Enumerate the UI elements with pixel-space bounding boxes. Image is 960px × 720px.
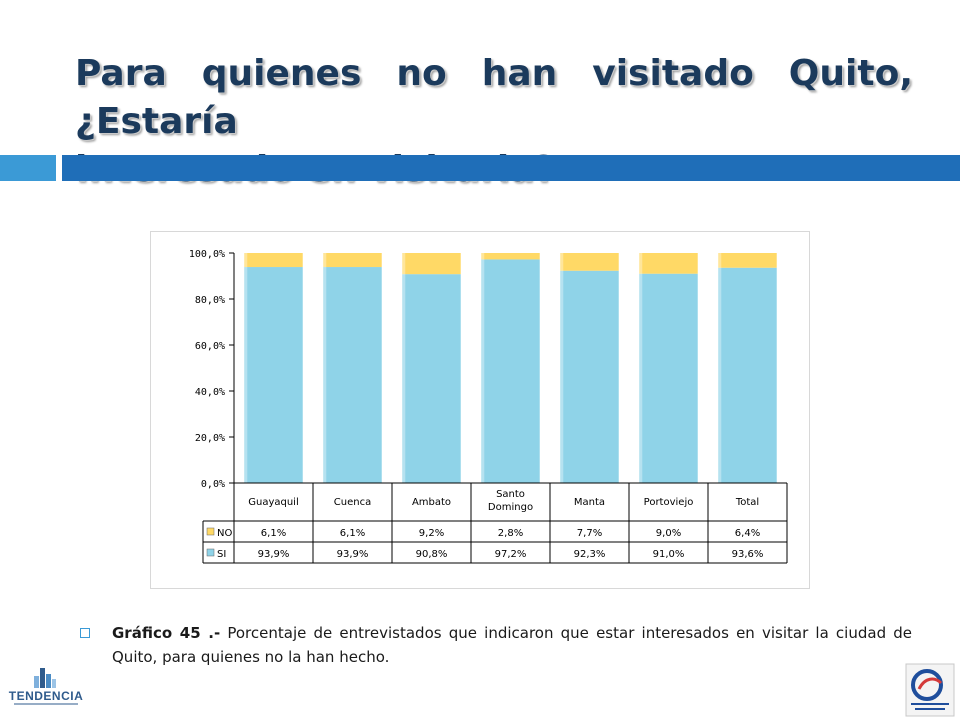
y-tick-label: 20,0% bbox=[195, 433, 225, 444]
data-value-label: 6,4% bbox=[735, 528, 760, 539]
bar-no bbox=[402, 253, 461, 275]
y-tick-label: 60,0% bbox=[195, 341, 225, 352]
data-value-label: 9,2% bbox=[419, 528, 444, 539]
x-category-label: Cuenca bbox=[334, 497, 371, 508]
chart-caption: Gráfico 45 .- Porcentaje de entrevistado… bbox=[112, 621, 912, 669]
bar-si bbox=[639, 273, 698, 483]
x-category-label: Ambato bbox=[412, 497, 451, 508]
data-value-label: 93,6% bbox=[732, 549, 764, 560]
bar-highlight bbox=[718, 253, 722, 483]
header-accent-bar-right bbox=[62, 155, 960, 181]
bar-si bbox=[323, 267, 382, 483]
bar-no bbox=[323, 253, 382, 268]
bar-highlight bbox=[323, 253, 327, 483]
data-value-label: 97,2% bbox=[495, 549, 527, 560]
data-value-label: 6,1% bbox=[340, 528, 365, 539]
bar-si bbox=[402, 274, 461, 483]
x-category-label: Domingo bbox=[488, 502, 533, 513]
data-value-label: 6,1% bbox=[261, 528, 286, 539]
legend-label: SI bbox=[217, 549, 226, 560]
x-category-label: Portoviejo bbox=[644, 497, 694, 508]
bar-highlight bbox=[560, 253, 564, 483]
data-value-label: 2,8% bbox=[498, 528, 523, 539]
chart-container: 0,0% 20,0% 40,0% 60,0% 80,0% 100,0% Guayaquil C… bbox=[150, 231, 810, 589]
data-value-label: 93,9% bbox=[258, 549, 290, 560]
bar-no bbox=[560, 253, 619, 271]
x-category-label: Total bbox=[735, 497, 759, 508]
bar-no bbox=[244, 253, 303, 268]
bar-si bbox=[718, 267, 777, 483]
tendencia-logo-text: TENDENCIA bbox=[8, 689, 84, 703]
data-value-label: 91,0% bbox=[653, 549, 685, 560]
caption-label: Gráfico 45 .- bbox=[112, 624, 221, 642]
y-tick-label: 40,0% bbox=[195, 387, 225, 398]
stacked-bar-chart: 0,0% 20,0% 40,0% 60,0% 80,0% 100,0% Guayaquil C… bbox=[189, 249, 788, 564]
legend-swatch bbox=[206, 548, 215, 557]
bar-highlight bbox=[244, 253, 248, 483]
bar-highlight bbox=[639, 253, 643, 483]
x-category-label: Manta bbox=[574, 497, 605, 508]
bar-no bbox=[481, 253, 540, 260]
data-value-label: 90,8% bbox=[416, 549, 448, 560]
bar-no bbox=[639, 253, 698, 274]
bar-si bbox=[244, 267, 303, 483]
bar-highlight bbox=[402, 253, 406, 483]
y-tick-label: 100,0% bbox=[189, 249, 225, 260]
x-category-label: Guayaquil bbox=[248, 497, 299, 508]
tendencia-logo-icon bbox=[14, 668, 78, 705]
data-value-label: 7,7% bbox=[577, 528, 602, 539]
bar-highlight bbox=[481, 253, 485, 483]
bar-no bbox=[718, 253, 777, 268]
y-tick-label: 0,0% bbox=[201, 479, 225, 490]
data-value-label: 9,0% bbox=[656, 528, 681, 539]
bar-si bbox=[560, 270, 619, 483]
y-tick-label: 80,0% bbox=[195, 295, 225, 306]
quito-turismo-logo-icon bbox=[905, 663, 955, 717]
data-value-label: 92,3% bbox=[574, 549, 606, 560]
bar-si bbox=[481, 259, 540, 483]
header-accent-bar-left bbox=[0, 155, 56, 181]
data-value-label: 93,9% bbox=[337, 549, 369, 560]
x-category-label: Santo bbox=[496, 489, 525, 500]
legend-swatch bbox=[206, 527, 215, 536]
caption-text: Porcentaje de entrevistados que indicaro… bbox=[112, 624, 913, 666]
legend-label: NO bbox=[217, 528, 232, 539]
caption-bullet-icon bbox=[80, 628, 90, 638]
slide-title-line-1: Para quienes no han visitado Quito, ¿Est… bbox=[75, 53, 913, 142]
